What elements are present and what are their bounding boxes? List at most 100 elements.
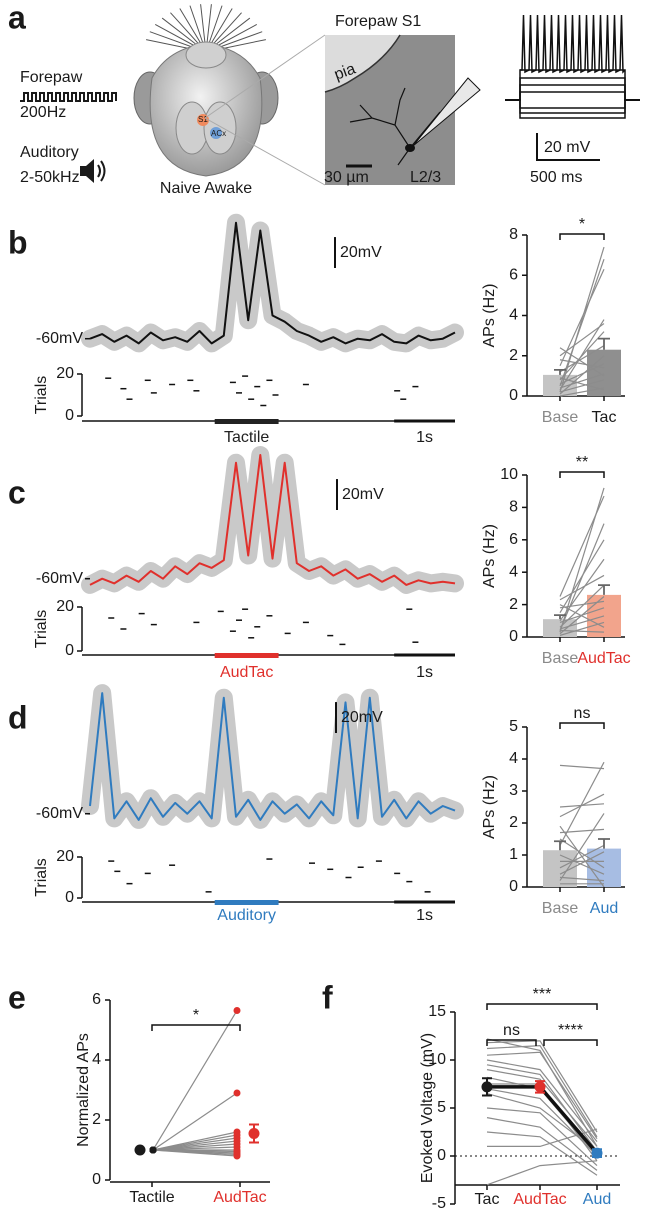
cell-point [233, 1007, 241, 1014]
scale-bar [536, 133, 600, 161]
y-axis-label: Evoked Voltage (mV) [419, 1033, 436, 1183]
cell-line [559, 604, 605, 628]
trial-traces-background [81, 446, 464, 594]
raster-y-label: Trials [33, 610, 50, 649]
layer-label: L2/3 [410, 169, 441, 186]
stimulus-frequency: 2-50kHz [20, 169, 80, 186]
y-tick-label: 4 [509, 307, 518, 324]
significance-bracket [486, 1003, 598, 1010]
y-tick-label: 10 [500, 466, 518, 483]
stimulus-label: Auditory [217, 907, 276, 924]
mean-point [248, 1128, 260, 1139]
cell-point [149, 1146, 157, 1154]
stimulus-bar [214, 900, 279, 905]
cell-line [559, 363, 605, 385]
y-axis-label: Normalized APs [75, 1033, 92, 1147]
cell-line [486, 1051, 598, 1140]
cell-line [559, 615, 605, 630]
y-tick-label: 1 [509, 846, 518, 863]
significance-bracket [543, 1039, 598, 1046]
x-tick-label: Tac [475, 1191, 500, 1208]
cell-line [486, 1069, 598, 1147]
y-axis-label: APs (Hz) [481, 775, 498, 839]
baseline-label: -60mV [36, 805, 83, 822]
mean-trace [89, 692, 456, 821]
y-tick-label: 15 [428, 1003, 446, 1020]
significance-bracket [559, 471, 605, 478]
mean-trace [89, 221, 456, 345]
pia-label: pia [332, 60, 358, 83]
time-scale-label: 1s [416, 907, 433, 924]
y-tick-label: 4 [92, 1051, 101, 1068]
cell-line [559, 838, 605, 869]
x-tick-label: Tac [592, 409, 617, 426]
cell-line [559, 813, 605, 881]
cell-line [486, 1059, 598, 1142]
y-tick-label: 2 [509, 347, 518, 364]
step-responses [505, 14, 640, 119]
x-tick-label: AudTac [513, 1191, 566, 1208]
cell-line [559, 825, 605, 888]
cell-point [233, 1089, 241, 1097]
mouse-illustration [133, 4, 279, 177]
cell-line [559, 574, 605, 601]
y-axis-label: APs (Hz) [481, 284, 498, 348]
area-label: S1 [198, 115, 208, 124]
cell-line [559, 803, 605, 808]
cell-line [559, 558, 605, 622]
y-tick-label: 0 [509, 628, 518, 645]
cell-line [559, 359, 605, 369]
cell-line [486, 1093, 598, 1152]
scale-bar-label: 30 µm [324, 169, 369, 186]
significance-label: ns [574, 705, 591, 722]
stimulus-bar [214, 653, 279, 658]
significance-label: **** [558, 1022, 583, 1039]
zoom-line [204, 34, 326, 119]
cell-line [559, 379, 605, 393]
cell-point [233, 1152, 241, 1160]
raster-y-tick-label: 20 [56, 848, 74, 865]
y-tick-label: 0 [437, 1147, 446, 1164]
baseline-label: -60mV [36, 330, 83, 347]
y-tick-label: 5 [437, 1099, 446, 1116]
stimulus-label: Tactile [224, 429, 269, 446]
significance-label: * [193, 1007, 199, 1024]
x-tick-label: Tactile [129, 1189, 174, 1206]
y-tick-label: 10 [428, 1051, 446, 1068]
stimulus-label: AudTac [220, 664, 273, 681]
baseline-label: -60mV [36, 570, 83, 587]
time-scale-label: 1s [416, 429, 433, 446]
cell-line [559, 323, 605, 357]
cell-line [559, 600, 605, 609]
panel-letter: c [8, 474, 26, 510]
raster-y-tick-label: 0 [65, 642, 74, 659]
significance-bracket [559, 233, 605, 240]
significance-bracket [559, 722, 605, 729]
y-tick-label: 3 [509, 782, 518, 799]
micrograph [324, 34, 481, 185]
y-tick-label: 2 [509, 596, 518, 613]
voltage-scale-label: 20mV [340, 244, 382, 261]
cell-line [559, 319, 605, 391]
cell-line [559, 854, 605, 875]
panel-letter: e [8, 979, 26, 1015]
step-trace [505, 99, 640, 119]
square-wave-icon [20, 92, 117, 102]
cell-line [559, 331, 605, 381]
raster-y-tick-label: 20 [56, 598, 74, 615]
cell-line [559, 387, 605, 397]
y-tick-label: 6 [92, 991, 101, 1008]
y-tick-label: 6 [509, 531, 518, 548]
mean-point [134, 1144, 146, 1156]
cell-line [559, 876, 605, 882]
cell-line [559, 607, 605, 623]
cell-line [152, 1010, 238, 1151]
y-tick-label: 0 [509, 878, 518, 895]
y-tick-label: 0 [92, 1171, 101, 1188]
y-tick-label: -5 [432, 1195, 446, 1212]
x-tick-label: Base [542, 409, 579, 426]
cell-line [152, 1092, 238, 1151]
significance-label: ns [503, 1022, 520, 1039]
